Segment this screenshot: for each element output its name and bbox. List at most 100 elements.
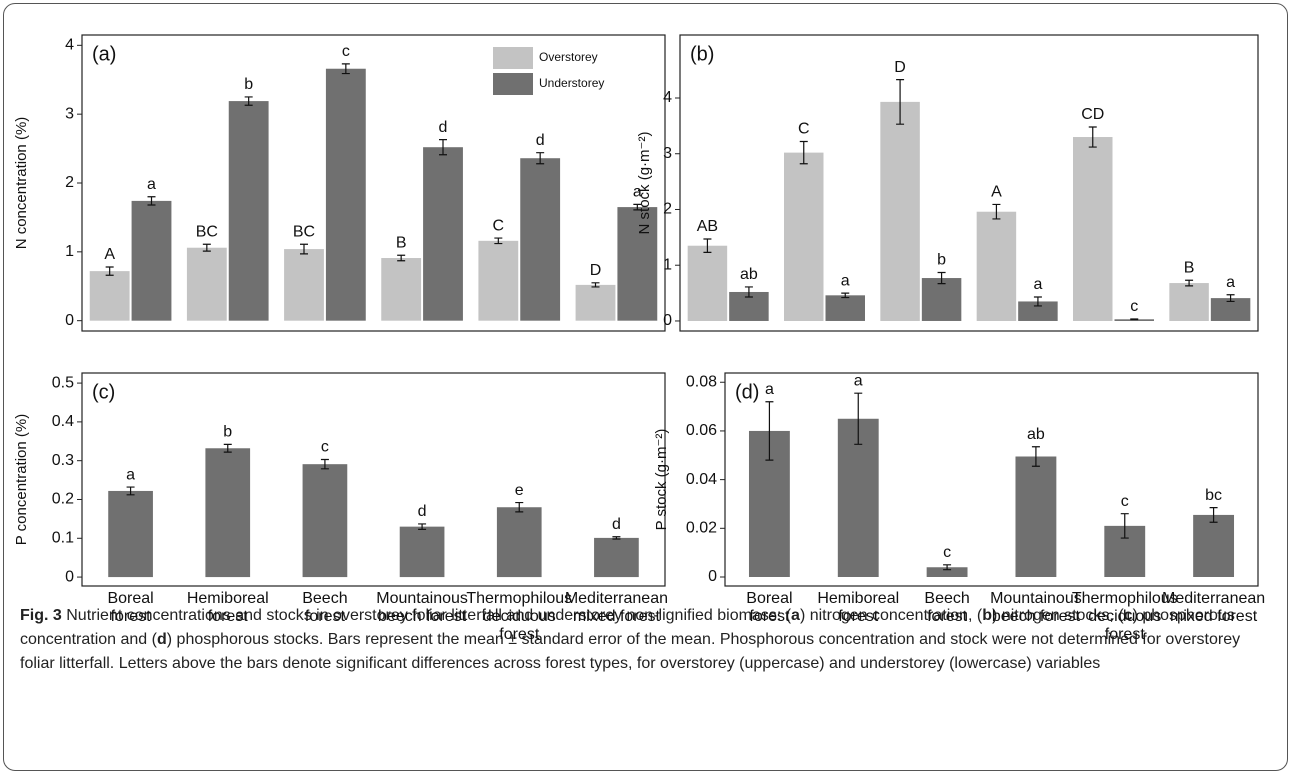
- error-bar: [799, 140, 808, 165]
- bar: [1169, 283, 1209, 321]
- significance-letter: d: [536, 132, 545, 149]
- bar: [825, 295, 865, 321]
- bar: [284, 249, 324, 321]
- legend-swatch: [493, 73, 533, 95]
- error-bar: [744, 286, 753, 298]
- caption: Fig. 3 Nutrient concentrations and stock…: [20, 604, 1272, 676]
- bar: [1015, 456, 1057, 577]
- bar: [1210, 298, 1251, 321]
- x-tick-label: Beech forest: [302, 590, 348, 625]
- panel-label: (d): [735, 381, 759, 403]
- error-bar: [202, 243, 211, 252]
- x-tick-label: Hemiboreal forest: [817, 590, 900, 625]
- y-tick-label: 0.06: [686, 422, 717, 439]
- error-bar: [896, 78, 905, 125]
- error-bar: [591, 282, 600, 288]
- x-tick-label: Mountainous beech forest: [376, 590, 468, 625]
- significance-letter: BC: [293, 223, 315, 240]
- y-tick-label: 4: [65, 37, 74, 54]
- bar: [108, 490, 153, 578]
- significance-letter: D: [590, 262, 602, 279]
- error-bar: [633, 203, 642, 211]
- x-tick-label: Boreal forest: [746, 590, 793, 625]
- x-tick-label: Hemiboreal forest: [186, 590, 269, 625]
- bar: [381, 258, 422, 321]
- significance-letter: a: [765, 381, 774, 398]
- error-bar: [1226, 294, 1235, 303]
- caption-text: ) nitrogen concentration, (: [799, 607, 983, 624]
- error-bar: [320, 458, 329, 470]
- plot-frame: [679, 34, 1259, 332]
- y-tick-label: 3: [65, 105, 74, 122]
- significance-letter: a: [633, 184, 642, 201]
- y-tick-label: 2: [663, 201, 672, 218]
- error-bar: [612, 536, 621, 540]
- error-bar: [703, 238, 712, 254]
- y-tick-label: 1: [65, 243, 74, 260]
- y-tick-label: 0.08: [686, 373, 717, 390]
- significance-letter: C: [493, 217, 505, 234]
- bar: [926, 567, 968, 577]
- error-bar: [126, 486, 135, 496]
- bar: [496, 507, 542, 578]
- significance-letter: ab: [740, 266, 758, 283]
- y-tick-label: 0.4: [52, 413, 74, 430]
- legend-label: Overstorey: [539, 50, 598, 64]
- error-bar: [341, 63, 350, 75]
- significance-letter: d: [612, 516, 621, 533]
- y-tick-label: 2: [65, 174, 74, 191]
- y-tick-label: 0.3: [52, 452, 74, 469]
- significance-letter: ab: [1027, 426, 1045, 443]
- panel-label: (a): [92, 43, 116, 65]
- significance-letter: a: [841, 272, 850, 289]
- bar: [302, 464, 348, 578]
- y-tick-label: 3: [663, 145, 672, 162]
- caption-text: Nutrient concentrations and stocks in ov…: [66, 607, 792, 624]
- caption-text: b: [982, 607, 993, 624]
- y-axis-title: N concentration (%): [13, 117, 30, 250]
- x-tick-label: Mountainous beech forest: [990, 590, 1082, 625]
- panel-label: (b): [690, 43, 714, 65]
- caption-text: ) phosphorous concentration and (: [20, 607, 1235, 648]
- significance-letter: A: [991, 184, 1002, 201]
- error-bar: [439, 139, 448, 156]
- y-tick-label: 0.5: [52, 374, 74, 391]
- significance-letter: b: [223, 424, 232, 441]
- bar: [205, 448, 251, 578]
- error-bar: [536, 152, 545, 165]
- bar: [921, 278, 962, 321]
- error-bar: [1130, 318, 1139, 321]
- error-bar: [147, 196, 156, 206]
- error-bar: [1209, 507, 1218, 523]
- bar: [617, 207, 658, 321]
- plot-frame: [724, 372, 1259, 587]
- caption-text: a: [791, 607, 800, 624]
- error-bar: [397, 254, 406, 262]
- bar: [976, 211, 1017, 321]
- significance-letter: c: [1121, 493, 1129, 510]
- significance-letter: C: [798, 121, 810, 138]
- significance-letter: c: [342, 43, 350, 60]
- bar: [1018, 301, 1058, 321]
- bar: [399, 526, 445, 578]
- bar: [186, 247, 227, 321]
- significance-letter: B: [1184, 259, 1195, 276]
- caption-text: c: [1123, 607, 1133, 624]
- error-bar: [992, 203, 1001, 220]
- significance-letter: a: [1033, 276, 1042, 293]
- error-bar: [1185, 279, 1194, 287]
- plot-frame: [81, 372, 666, 587]
- figure-frame: [3, 3, 1288, 771]
- error-bar: [937, 271, 946, 285]
- y-tick-label: 4: [663, 89, 672, 106]
- error-bar: [1031, 446, 1040, 467]
- y-tick-label: 0.1: [52, 529, 74, 546]
- significance-letter: A: [104, 246, 115, 263]
- y-tick-label: 0: [708, 568, 717, 585]
- y-tick-label: 0: [65, 312, 74, 329]
- bar: [131, 200, 172, 321]
- error-bar: [299, 243, 308, 255]
- y-tick-label: 0: [65, 568, 74, 585]
